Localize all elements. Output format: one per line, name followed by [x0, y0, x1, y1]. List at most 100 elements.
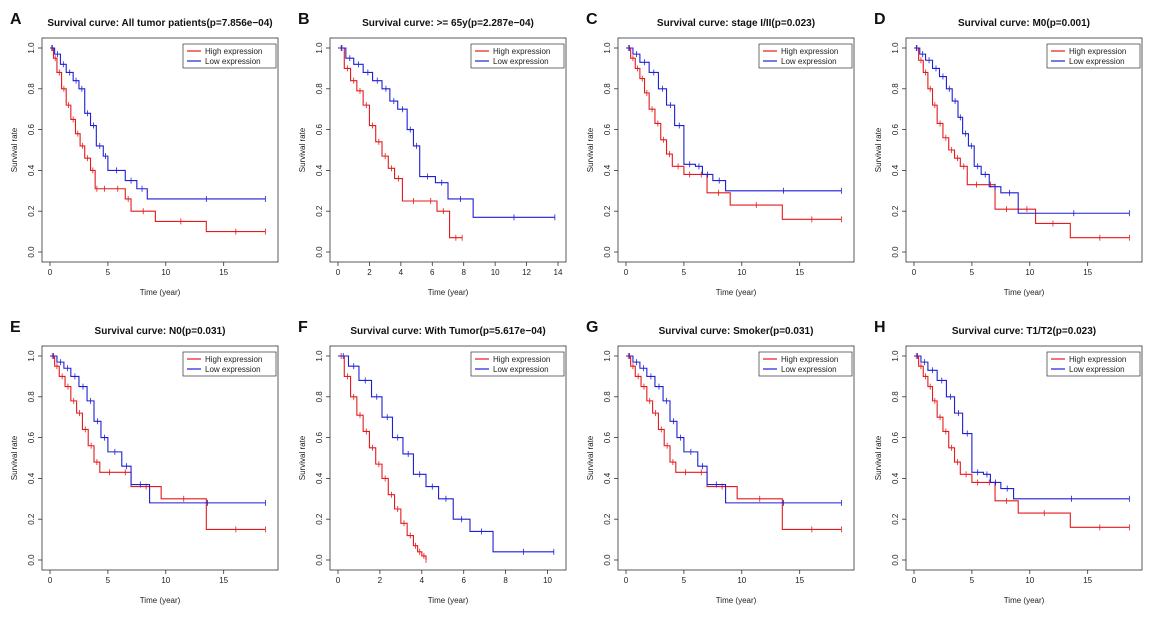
legend-label-high: High expression	[493, 47, 550, 56]
x-tick-label: 5	[682, 576, 687, 585]
x-tick-label: 15	[795, 576, 804, 585]
x-tick-label: 5	[106, 268, 111, 277]
panel-title: Survival curve: M0(p=0.001)	[958, 18, 1090, 29]
y-tick-label: 0.8	[603, 83, 612, 95]
legend-label-low: Low expression	[493, 57, 549, 66]
y-axis-label: Survival rate	[10, 435, 19, 480]
y-tick-label: 0.8	[27, 83, 36, 95]
panel-title: Survival curve: All tumor patients(p=7.8…	[47, 18, 272, 29]
y-tick-label: 0.6	[891, 123, 900, 135]
panel-letter: H	[874, 319, 886, 336]
y-tick-label: 0.0	[603, 246, 612, 258]
legend-label-low: Low expression	[1069, 57, 1125, 66]
x-tick-label: 15	[1083, 576, 1092, 585]
x-tick-label: 4	[420, 576, 425, 585]
legend-label-low: Low expression	[1069, 365, 1125, 374]
y-tick-label: 1.0	[891, 42, 900, 54]
panel-e: E Survival curve: N0(p=0.031) 0 5 10 15 0.0 0.2…	[10, 319, 279, 605]
x-tick-label: 4	[399, 268, 404, 277]
panel-b: B Survival curve: >= 65y(p=2.287e−04) 0 2 4 6…	[298, 11, 567, 297]
x-tick-label: 6	[430, 268, 435, 277]
legend-box	[470, 43, 565, 69]
x-tick-label: 10	[1025, 268, 1034, 277]
y-tick-label: 0.8	[315, 83, 324, 95]
y-tick-label: 0.6	[315, 431, 324, 443]
legend-label-high: High expression	[781, 47, 838, 56]
panel-letter: G	[586, 319, 598, 336]
x-tick-label: 10	[161, 576, 170, 585]
plot-frame	[905, 37, 1143, 263]
y-axis-label: Survival rate	[298, 127, 307, 172]
plot-frame	[41, 37, 279, 263]
legend-label-high: High expression	[493, 355, 550, 364]
series-high-expression	[914, 355, 1130, 528]
y-tick-label: 0.6	[891, 431, 900, 443]
legend-box	[470, 351, 565, 377]
panel-c: C Survival curve: stage I/II(p=0.023) 0 5 10…	[586, 11, 855, 297]
panel-d: D Survival curve: M0(p=0.001) 0 5 10 15 0.0 0.2…	[874, 11, 1143, 297]
legend-label-low: Low expression	[781, 365, 837, 374]
legend-label-low: Low expression	[781, 57, 837, 66]
x-axis-label: Time (year)	[716, 596, 757, 605]
panel-a: A Survival curve: All tumor patients(p=7.…	[10, 11, 279, 297]
panel-title: Survival curve: T1/T2(p=0.023)	[952, 326, 1096, 337]
x-tick-label: 10	[491, 268, 500, 277]
x-tick-label: 12	[522, 268, 531, 277]
panel-title: Survival curve: Smoker(p=0.031)	[659, 326, 814, 337]
y-tick-label: 1.0	[315, 350, 324, 362]
x-axis-label: Time (year)	[1004, 288, 1045, 297]
y-tick-label: 0.6	[315, 123, 324, 135]
panel-title: Survival curve: N0(p=0.031)	[95, 326, 226, 337]
x-tick-label: 0	[336, 268, 341, 277]
legend-label-high: High expression	[205, 355, 262, 364]
legend-label-low: Low expression	[205, 365, 261, 374]
x-axis-label: Time (year)	[716, 288, 757, 297]
panel-letter: B	[298, 11, 310, 28]
series-low-expression	[338, 355, 554, 553]
x-tick-label: 8	[461, 268, 466, 277]
x-tick-label: 0	[912, 576, 917, 585]
series-high-expression	[338, 47, 463, 239]
panel-title: Survival curve: stage I/II(p=0.023)	[657, 18, 815, 29]
y-tick-label: 0.4	[315, 164, 324, 176]
y-tick-label: 0.0	[27, 554, 36, 566]
y-tick-label: 0.8	[315, 391, 324, 403]
panel-letter: E	[10, 319, 21, 336]
legend-box	[758, 43, 853, 69]
y-tick-label: 0.2	[603, 513, 612, 525]
series-high-expression	[626, 47, 842, 220]
y-axis-label: Survival rate	[298, 435, 307, 480]
legend-box	[1046, 351, 1141, 377]
panel-title: Survival curve: >= 65y(p=2.287e−04)	[362, 18, 534, 29]
x-axis-label: Time (year)	[140, 288, 181, 297]
series-low-expression	[50, 47, 266, 200]
plot-frame	[329, 37, 567, 263]
legend-box	[182, 43, 277, 69]
y-tick-label: 0.8	[27, 391, 36, 403]
panel-title: Survival curve: With Tumor(p=5.617e−04)	[350, 326, 545, 337]
y-tick-label: 0.2	[891, 513, 900, 525]
series-low-expression	[338, 47, 555, 218]
y-tick-label: 0.6	[603, 431, 612, 443]
y-tick-label: 1.0	[315, 42, 324, 54]
y-tick-label: 1.0	[27, 42, 36, 54]
x-tick-label: 10	[161, 268, 170, 277]
x-tick-label: 10	[1025, 576, 1034, 585]
y-tick-label: 0.6	[27, 123, 36, 135]
y-axis-label: Survival rate	[10, 127, 19, 172]
legend-box	[182, 351, 277, 377]
series-high-expression	[50, 47, 266, 233]
x-tick-label: 10	[543, 576, 552, 585]
x-tick-label: 0	[624, 268, 629, 277]
y-tick-label: 0.0	[603, 554, 612, 566]
y-tick-label: 1.0	[603, 42, 612, 54]
y-tick-label: 0.6	[27, 431, 36, 443]
panel-g: G Survival curve: Smoker(p=0.031) 0 5 10 15 0.…	[586, 319, 855, 605]
panel-letter: D	[874, 11, 886, 28]
y-tick-label: 0.4	[27, 164, 36, 176]
x-tick-label: 2	[378, 576, 383, 585]
plot-frame	[329, 345, 567, 571]
x-tick-label: 14	[554, 268, 563, 277]
series-high-expression	[626, 355, 842, 530]
x-tick-label: 0	[48, 576, 53, 585]
